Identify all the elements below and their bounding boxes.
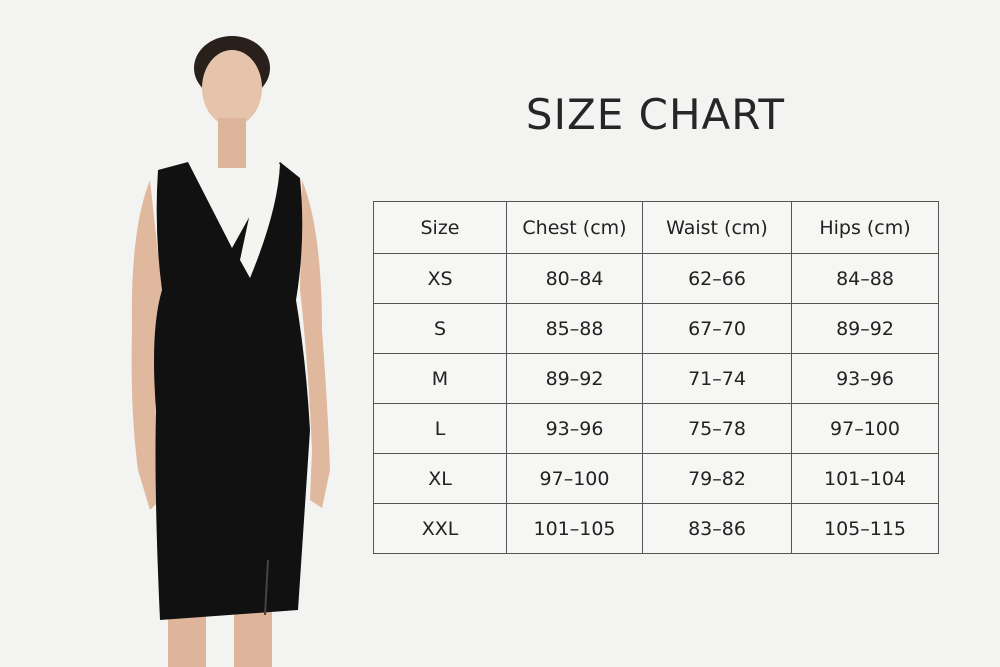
face (202, 50, 262, 126)
cell-size: L (373, 403, 507, 454)
table-row: XL 97–100 79–82 101–104 (373, 453, 939, 504)
table-row: S 85–88 67–70 89–92 (373, 303, 939, 354)
header-hips: Hips (cm) (791, 201, 939, 254)
header-chest: Chest (cm) (506, 201, 643, 254)
cell-size: S (373, 303, 507, 354)
cell-chest: 101–105 (506, 503, 643, 554)
size-chart-table: Size Chest (cm) Waist (cm) Hips (cm) XS 8… (373, 201, 939, 554)
table-row: M 89–92 71–74 93–96 (373, 353, 939, 404)
cell-waist: 67–70 (642, 303, 792, 354)
cell-chest: 89–92 (506, 353, 643, 404)
cell-chest: 93–96 (506, 403, 643, 454)
black-dress (154, 162, 310, 620)
cell-chest: 97–100 (506, 453, 643, 504)
cell-size: XS (373, 253, 507, 304)
cell-hips: 84–88 (791, 253, 939, 304)
table-header-row: Size Chest (cm) Waist (cm) Hips (cm) (373, 201, 939, 254)
model-photo (131, 36, 330, 667)
cell-waist: 71–74 (642, 353, 792, 404)
cell-hips: 93–96 (791, 353, 939, 404)
header-size: Size (373, 201, 507, 254)
white-lapel (240, 164, 280, 278)
table-row: XS 80–84 62–66 84–88 (373, 253, 939, 304)
cell-chest: 80–84 (506, 253, 643, 304)
cell-waist: 79–82 (642, 453, 792, 504)
cell-waist: 75–78 (642, 403, 792, 454)
cell-size: XL (373, 453, 507, 504)
right-arm (300, 180, 330, 508)
table-row: XXL 101–105 83–86 105–115 (373, 503, 939, 554)
size-chart-title: SIZE CHART (525, 90, 786, 139)
cell-waist: 83–86 (642, 503, 792, 554)
cell-hips: 105–115 (791, 503, 939, 554)
header-waist: Waist (cm) (642, 201, 792, 254)
cell-hips: 97–100 (791, 403, 939, 454)
cell-hips: 101–104 (791, 453, 939, 504)
cell-hips: 89–92 (791, 303, 939, 354)
left-arm (131, 180, 162, 510)
cell-chest: 85–88 (506, 303, 643, 354)
cell-size: XXL (373, 503, 507, 554)
table-row: L 93–96 75–78 97–100 (373, 403, 939, 454)
cell-size: M (373, 353, 507, 404)
cell-waist: 62–66 (642, 253, 792, 304)
